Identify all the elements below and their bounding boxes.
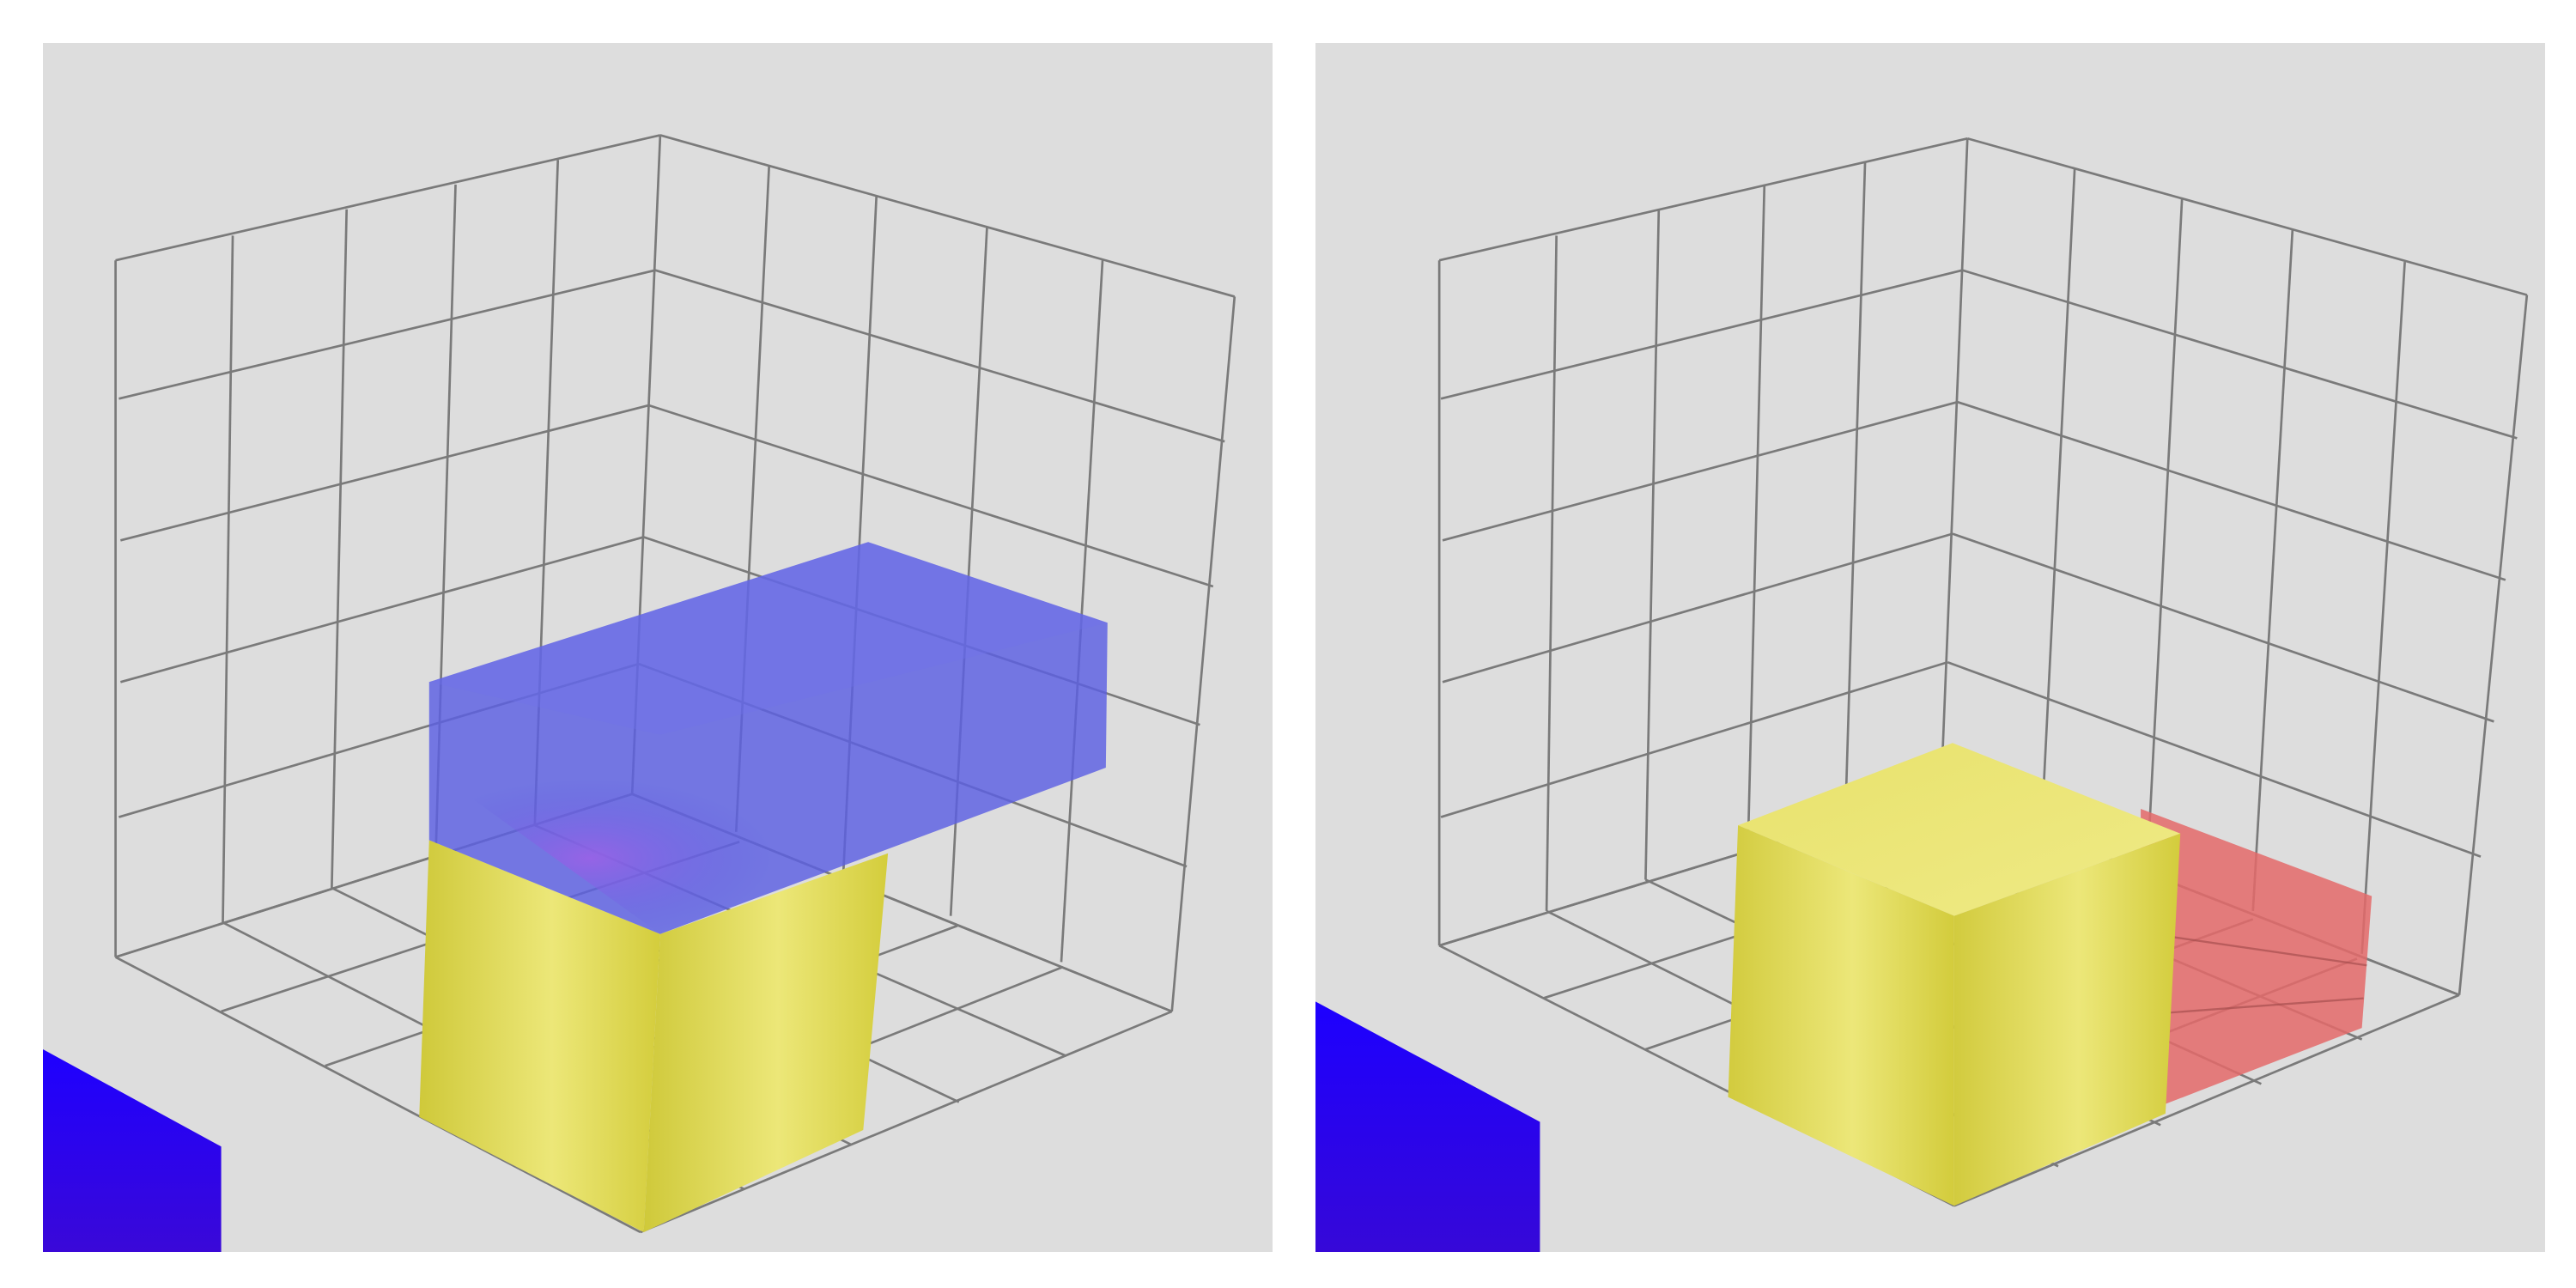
yellow-cube[interactable] xyxy=(1728,743,2181,1206)
viewport-left[interactable] xyxy=(43,43,1273,1252)
palette-blue-block[interactable] xyxy=(1315,1001,1540,1252)
palette-blue-block[interactable] xyxy=(43,1049,222,1252)
red-slab-preview[interactable] xyxy=(2140,808,2372,1114)
scene-3d-right[interactable] xyxy=(1315,43,2545,1252)
viewport-right[interactable] xyxy=(1315,43,2545,1252)
blue-slab-preview[interactable] xyxy=(428,542,1108,934)
scene-3d-left[interactable] xyxy=(43,43,1273,1252)
yellow-cube[interactable] xyxy=(419,840,889,1232)
